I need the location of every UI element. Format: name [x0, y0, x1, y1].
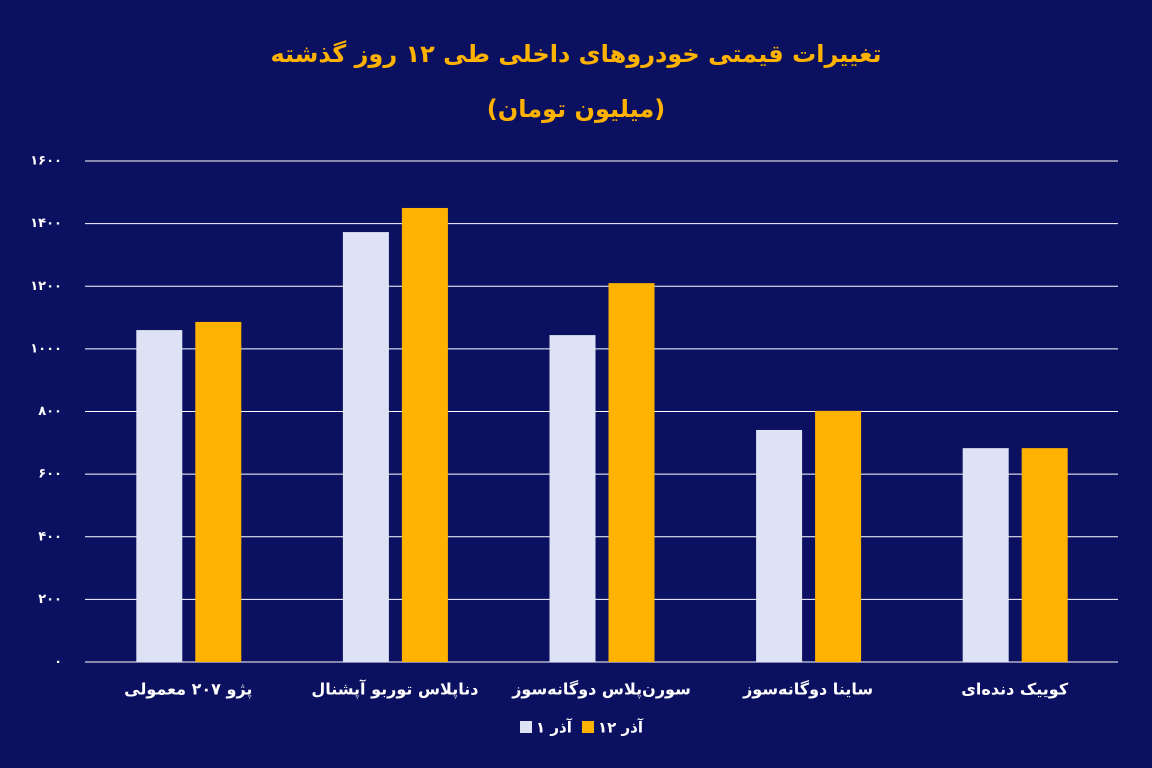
bar [962, 448, 1009, 662]
bar [195, 321, 242, 662]
y-tick-label: ۱۶۰۰ [30, 154, 62, 169]
legend-swatch [582, 721, 594, 733]
x-tick-label: پژو ۲۰۷ معمولی [124, 680, 252, 700]
legend-label: ۱۲ آذر [598, 719, 644, 737]
y-tick-label: ۱۲۰۰ [30, 279, 62, 294]
y-tick-label: ۶۰۰ [38, 467, 62, 482]
x-tick-label: کوییک دنده‌ای [961, 680, 1069, 699]
chart-title: تغییرات قیمتی خودروهای داخلی طی ۱۲ روز گ… [270, 40, 881, 68]
y-tick-label: ۲۰۰ [38, 592, 62, 607]
x-tick-label: ساینا دوگانه‌سوز [742, 680, 873, 699]
legend-label: ۱ آذر [536, 719, 573, 737]
y-tick-label: ۸۰۰ [38, 404, 62, 419]
y-tick-label: ۱۰۰۰ [30, 341, 62, 356]
bar [136, 330, 183, 662]
y-tick-label: ۴۰۰ [38, 529, 62, 544]
y-tick-label: ۰ [54, 655, 62, 670]
bar [756, 429, 803, 662]
bar [401, 207, 448, 662]
bar [608, 283, 655, 662]
chart-subtitle: (میلیون تومان) [487, 95, 666, 123]
legend-swatch [520, 721, 532, 733]
x-tick-label: دناپلاس توربو آپشنال [311, 679, 478, 700]
bar [815, 410, 862, 662]
bar [1021, 448, 1068, 662]
bar [342, 232, 389, 662]
y-tick-label: ۱۴۰۰ [30, 216, 62, 231]
x-tick-label: سورن‌پلاس دوگانه‌سوز [511, 680, 691, 700]
bar [549, 335, 596, 662]
